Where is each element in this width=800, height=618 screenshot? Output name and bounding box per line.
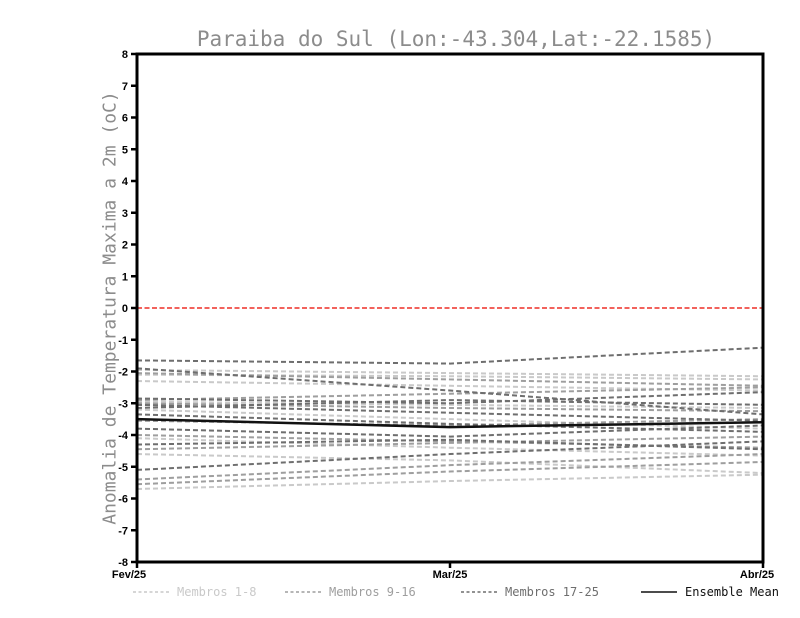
- y-tick-label: 4: [122, 176, 129, 188]
- x-tick-label: Mar/25: [433, 569, 468, 581]
- ensemble-member-line: [136, 368, 764, 378]
- legend-item: Membros 17-25: [461, 584, 599, 599]
- ensemble-member-line: [136, 367, 764, 416]
- ensemble-member-line: [136, 399, 764, 410]
- legend-label: Membros 17-25: [505, 584, 599, 599]
- legend-label: Membros 9-16: [329, 584, 416, 599]
- legend-label: Ensemble Mean: [685, 584, 779, 599]
- ensemble-member-line: [136, 460, 764, 486]
- y-tick-label: -5: [118, 462, 128, 474]
- y-tick-label: 6: [122, 113, 128, 125]
- ensemble-member-line: [136, 440, 764, 471]
- y-tick-label: 7: [122, 81, 128, 93]
- legend-dashed-line-swatch: [461, 590, 497, 593]
- y-tick-label: 0: [122, 303, 128, 315]
- y-tick-label: -3: [118, 398, 128, 410]
- x-tick-label: Fev/25: [112, 569, 146, 581]
- y-tick-label: -1: [118, 335, 128, 347]
- ensemble-member-line: [136, 391, 764, 405]
- ensemble-member-line: [136, 346, 764, 365]
- y-tick-label: -4: [118, 430, 129, 442]
- ensemble-member-line: [136, 435, 764, 451]
- y-tick-label: 8: [122, 49, 128, 61]
- ensemble-member-line: [136, 408, 764, 430]
- y-tick-label: 3: [122, 208, 128, 220]
- y-tick-label: -8: [118, 557, 128, 569]
- y-tick-label: -2: [118, 367, 128, 379]
- ensemble-member-line: [136, 473, 764, 490]
- ensemble-member-line: [136, 403, 764, 422]
- legend-dashed-line-swatch: [133, 590, 169, 593]
- y-tick-label: -6: [118, 494, 128, 506]
- y-tick-label: 2: [122, 240, 128, 252]
- ensemble-member-line: [136, 453, 764, 475]
- legend-solid-line-swatch: [641, 590, 677, 593]
- legend-dashed-line-swatch: [285, 590, 321, 593]
- y-tick-label: 5: [122, 144, 128, 156]
- legend-label: Membros 1-8: [177, 584, 257, 599]
- legend-item: Ensemble Mean: [641, 584, 779, 599]
- ensemble-mean-line: [136, 417, 764, 429]
- x-tick-label: Abr/25: [740, 569, 774, 581]
- y-tick-label: -7: [118, 525, 128, 537]
- ensemble-member-line: [136, 424, 764, 438]
- ensemble-member-line: [136, 386, 764, 402]
- y-tick-label: 1: [122, 271, 128, 283]
- ensemble-member-line: [136, 453, 764, 481]
- chart-title: Paraiba do Sul (Lon:-43.304,Lat:-22.1585…: [196, 27, 716, 51]
- ensemble-member-line: [136, 437, 764, 457]
- legend-item: Membros 9-16: [285, 584, 416, 599]
- legend-item: Membros 1-8: [133, 584, 257, 599]
